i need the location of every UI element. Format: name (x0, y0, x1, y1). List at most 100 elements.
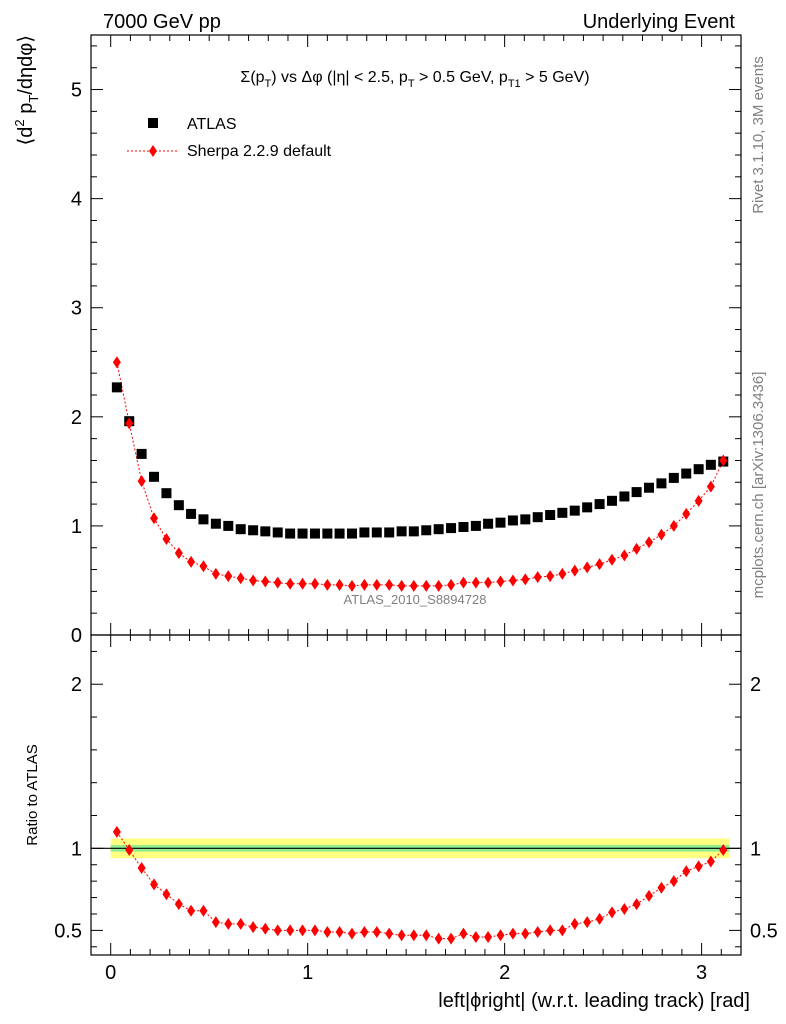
ratio-sherpa-point (273, 924, 282, 937)
x-tick-label: 3 (696, 962, 707, 984)
legend-atlas-label: ATLAS (187, 116, 237, 133)
sherpa-point (620, 549, 629, 562)
main-y-tick-label: 2 (71, 407, 82, 429)
ratio-uncertainty-bands (91, 838, 741, 859)
sherpa-point (447, 578, 456, 591)
sherpa-point (484, 576, 493, 589)
atlas-point (483, 518, 494, 529)
sherpa-point (459, 576, 468, 589)
atlas-point (582, 502, 593, 513)
ratio-sherpa-point (496, 929, 505, 942)
sherpa-point (583, 561, 592, 574)
sherpa-point (682, 507, 691, 520)
ratio-y-tick-label: 0.5 (54, 920, 82, 942)
ratio-sherpa-point (595, 912, 604, 925)
atlas-point (186, 508, 197, 519)
main-y-tick-label: 3 (71, 298, 82, 320)
ratio-y-tick-label-right: 1 (750, 838, 761, 860)
atlas-point (149, 471, 160, 482)
ratio-sherpa-point (174, 898, 183, 911)
sherpa-point (273, 576, 282, 589)
ratio-y-axis-label: Ratio to ATLAS (24, 744, 41, 845)
legend-atlas-marker (148, 118, 158, 128)
atlas-point (433, 524, 444, 535)
ratio-panel-frame (90, 634, 742, 956)
ratio-sherpa-point (706, 855, 715, 868)
plot-title-part-d: > 5 GeV) (521, 69, 590, 86)
legend-sherpa-label: Sherpa 2.2.9 default (187, 143, 332, 160)
atlas-point (111, 382, 122, 393)
ratio-sherpa-point (335, 926, 344, 939)
atlas-point (644, 482, 655, 493)
ratio-sherpa-point (657, 881, 666, 894)
sherpa-point (508, 574, 517, 587)
sherpa-point (385, 578, 394, 591)
sherpa-point (632, 542, 641, 555)
atlas-point (285, 528, 296, 539)
sherpa-point (496, 575, 505, 588)
header-left: 7000 GeV pp (103, 11, 221, 33)
sherpa-point (533, 571, 542, 584)
atlas-point (495, 517, 506, 528)
ratio-sherpa-point (298, 924, 307, 937)
ratio-sherpa-point (397, 929, 406, 942)
sherpa-point (199, 560, 208, 573)
ratio-y-tick-label: 1 (71, 838, 82, 860)
plot-title: Σ(pT) vs Δφ (|η| < 2.5, pT > 0.5 GeV, pT… (240, 69, 589, 90)
ratio-sherpa-point (583, 916, 592, 929)
ratio-sherpa-point (694, 860, 703, 873)
atlas-point (668, 472, 679, 483)
ratio-sherpa-point (719, 843, 728, 856)
ratio-sherpa-point (620, 903, 629, 916)
atlas-point (557, 507, 568, 518)
atlas-point (458, 522, 469, 532)
atlas-point (198, 514, 209, 525)
plot-title-part-c: > 0.5 GeV, p (415, 69, 508, 86)
ratio-sherpa-point (546, 924, 555, 937)
x-tick-label: 2 (499, 962, 510, 984)
ratio-sherpa-point (261, 922, 270, 935)
sherpa-point (224, 570, 233, 583)
sherpa-point (546, 570, 555, 583)
ratio-sherpa-point (236, 917, 245, 930)
sherpa-point (471, 576, 480, 589)
atlas-point (161, 488, 172, 499)
atlas-point (248, 525, 259, 536)
sherpa-point (150, 512, 159, 525)
main-y-axis-label: ⟨d2 pT/dηdφ⟩ (12, 35, 41, 146)
atlas-point (594, 499, 605, 510)
ratio-sherpa-point (187, 904, 196, 917)
atlas-point (681, 468, 692, 479)
ratio-sherpa-point (310, 924, 319, 937)
ratio-sherpa-point (508, 927, 517, 940)
sherpa-point (249, 574, 258, 587)
sherpa-point (706, 480, 715, 493)
ylabel-part-c: /dηdφ⟩ (15, 35, 37, 95)
sherpa-point (434, 579, 443, 592)
ratio-sherpa-point (137, 862, 146, 875)
ratio-sherpa-point (533, 926, 542, 939)
ratio-sherpa-point (471, 930, 480, 943)
atlas-point (260, 526, 271, 537)
ratio-sherpa-point (224, 917, 233, 930)
ratio-sherpa-point (447, 932, 456, 945)
sherpa-point (286, 577, 295, 590)
sherpa-point (261, 575, 270, 588)
x-axis-label: left|ϕright| (w.r.t. leading track) [rad… (438, 990, 750, 1012)
ratio-sherpa-point (558, 924, 567, 937)
atlas-point (309, 528, 320, 539)
ratio-y-tick-label-right: 0.5 (750, 920, 778, 942)
side-label-mcplots: mcplots.cern.ch [arXiv:1306.3436] (750, 372, 767, 599)
sherpa-point (137, 475, 146, 488)
ratio-sherpa-point (360, 926, 369, 939)
ratio-sherpa-point (521, 927, 530, 940)
sherpa-point (298, 577, 307, 590)
atlas-point (371, 527, 382, 538)
main-plot-marks (111, 356, 729, 592)
atlas-point (235, 524, 246, 535)
main-y-tick-label: 5 (71, 80, 82, 102)
ratio-axis-ticks: 0.5 0.5 1 1 2 2 0 1 2 3 (54, 635, 778, 984)
sherpa-point (162, 533, 171, 545)
sherpa-point (409, 579, 418, 592)
